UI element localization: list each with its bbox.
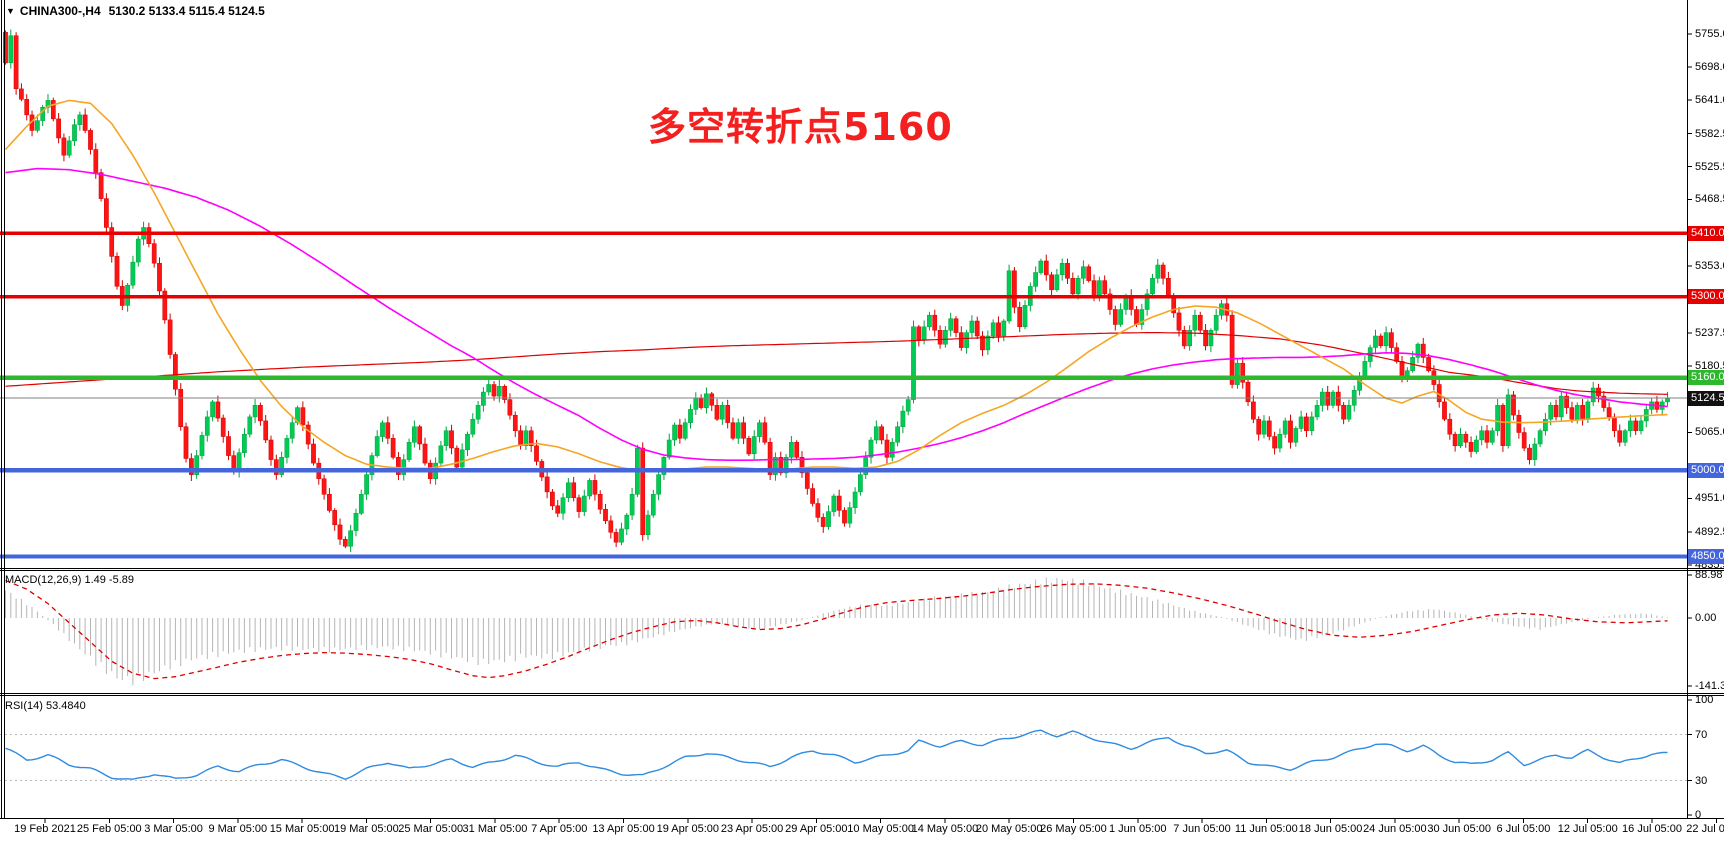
time-label: 30 Jun 05:00 — [1427, 823, 1491, 835]
time-label: 13 Apr 05:00 — [592, 823, 655, 835]
chart-title-ohlc: 5130.2 5133.4 5115.4 5124.5 — [108, 4, 265, 18]
time-label: 12 Jul 05:00 — [1557, 823, 1618, 835]
rsi-label: RSI(14) 53.4840 — [5, 700, 86, 712]
time-label: 26 May 05:00 — [1040, 823, 1107, 835]
moving-averages — [4, 99, 1668, 473]
time-label: 6 Jul 05:00 — [1496, 823, 1551, 835]
time-label: 19 Mar 05:00 — [333, 823, 399, 835]
time-label: 22 Jul 05:00 — [1686, 823, 1724, 835]
time-label: 7 Jun 05:00 — [1173, 823, 1231, 835]
time-label: 25 Feb 05:00 — [76, 823, 142, 835]
time-label: 11 Jun 05:00 — [1234, 823, 1298, 835]
time-label: 9 Mar 05:00 — [208, 823, 268, 835]
time-label: 31 Mar 05:00 — [462, 823, 528, 835]
time-label: 20 May 05:00 — [975, 823, 1043, 835]
time-label: 3 Mar 05:00 — [144, 823, 203, 835]
time-label: 19 Apr 05:00 — [656, 823, 719, 835]
rsi-panel — [0, 729, 1687, 781]
symbol-dropdown-icon[interactable]: ▼ — [6, 6, 15, 16]
candles — [3, 29, 1670, 552]
time-label: 14 May 05:00 — [911, 823, 979, 835]
time-label: 10 May 05:00 — [847, 823, 914, 835]
time-axis[interactable]: 19 Feb 2021 25 Feb 05:00 3 Mar 05:00 9 Mar … — [0, 819, 1724, 843]
time-label: 16 Jul 05:00 — [1622, 823, 1682, 835]
chart-title-symbol: CHINA300-,H4 — [19, 4, 101, 18]
time-label: 7 Apr 05:00 — [531, 823, 588, 835]
annotation-text[interactable]: 多空转折点5160 — [648, 105, 953, 149]
time-label: 25 Mar 05:00 — [398, 823, 464, 835]
time-label: 1 Jun 05:00 — [1109, 823, 1167, 835]
time-ticks — [44, 818, 1717, 823]
chart-title: ▼ CHINA300-,H4 5130.2 5133.4 5115.4 5124.5 — [6, 4, 265, 18]
time-label: 24 Jun 05:00 — [1363, 823, 1427, 835]
macd-label: MACD(12,26,9) 1.49 -5.89 — [5, 574, 135, 586]
panel-borders — [0, 0, 1724, 819]
macd-panel — [5, 577, 1668, 686]
time-label: 23 Apr 05:00 — [720, 823, 784, 835]
time-label: 29 Apr 05:00 — [785, 823, 848, 835]
time-label: 19 Feb 2021 — [14, 823, 76, 835]
time-label: 18 Jun 05:00 — [1298, 823, 1363, 835]
level-lines — [0, 231, 1687, 559]
time-label: 15 Mar 05:00 — [269, 823, 335, 835]
